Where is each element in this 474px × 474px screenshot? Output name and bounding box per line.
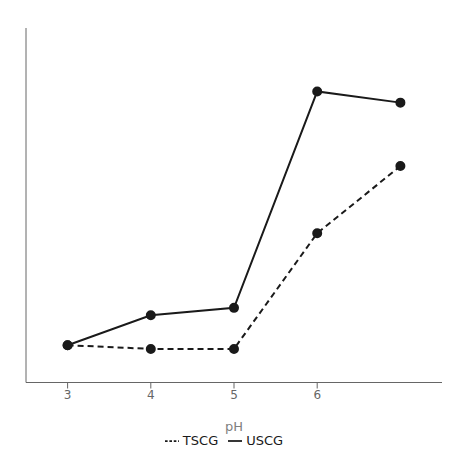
html-text:TSCG: TSCG [182, 432, 219, 448]
svg-text:5: 5 [230, 388, 238, 402]
html-text:USCG: USCG [246, 432, 284, 448]
svg-text:3: 3 [64, 388, 72, 402]
svg-text:pH: pH [225, 419, 243, 434]
svg-text:4: 4 [147, 388, 155, 402]
svg-text:6: 6 [313, 388, 321, 402]
